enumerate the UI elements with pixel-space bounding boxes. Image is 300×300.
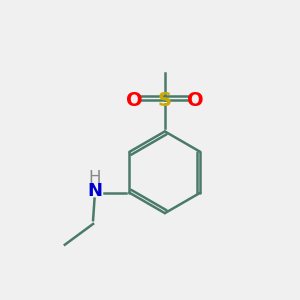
- Text: O: O: [126, 91, 143, 110]
- Text: H: H: [88, 169, 101, 187]
- Text: N: N: [87, 182, 102, 200]
- Text: S: S: [158, 91, 172, 110]
- Text: O: O: [187, 91, 204, 110]
